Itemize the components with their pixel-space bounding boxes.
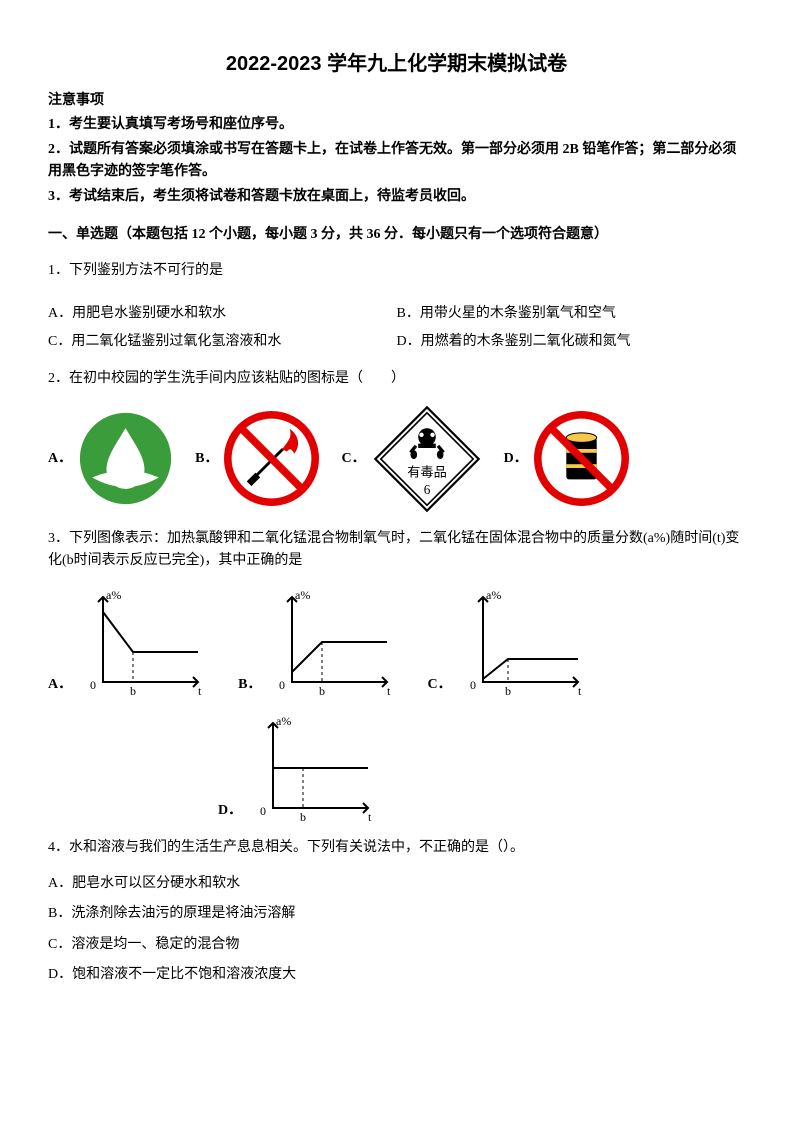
- q3-label-C: C．: [427, 674, 451, 696]
- svg-text:t: t: [368, 810, 372, 823]
- note-2: 2．试题所有答案必须填涂或书写在答题卡上，在试卷上作答无效。第一部分必须用 2B…: [48, 139, 745, 184]
- q1-opt-A: A．用肥皂水鉴别硬水和软水: [48, 303, 397, 325]
- section1-title: 一、单选题（本题包括 12 个小题，每小题 3 分，共 36 分．每小题只有一个…: [48, 224, 745, 246]
- svg-text:t: t: [387, 684, 391, 697]
- notes-block: 注意事项 1．考生要认真填写考场号和座位序号。 2．试题所有答案必须填涂或书写在…: [48, 90, 745, 208]
- notes-header: 注意事项: [48, 90, 745, 112]
- water-saving-icon: [78, 411, 173, 506]
- q2-label-A: A．: [48, 448, 72, 470]
- question-1: 1．下列鉴别方法不可行的是 A．用肥皂水鉴别硬水和软水 B．用带火星的木条鉴别氧…: [48, 260, 745, 353]
- toxic-num: 6: [423, 482, 430, 497]
- svg-text:a%: a%: [295, 588, 310, 602]
- svg-text:0: 0: [260, 804, 266, 818]
- svg-text:0: 0: [470, 678, 476, 692]
- q1-opt-D: D．用燃着的木条鉴别二氧化碳和氮气: [397, 331, 746, 353]
- svg-text:b: b: [505, 684, 511, 697]
- svg-text:0: 0: [90, 678, 96, 692]
- note-1: 1．考生要认真填写考场号和座位序号。: [48, 114, 745, 136]
- q4-opt-A: A．肥皂水可以区分硬水和软水: [48, 873, 745, 895]
- q2-label-B: B．: [195, 448, 218, 470]
- svg-text:a%: a%: [106, 588, 121, 602]
- svg-text:a%: a%: [276, 714, 291, 728]
- svg-text:t: t: [198, 684, 202, 697]
- question-3: 3．下列图像表示：加热氯酸钾和二氧化锰混合物制氧气时，二氧化锰在固体混合物中的质…: [48, 528, 745, 823]
- q3-stem: 3．下列图像表示：加热氯酸钾和二氧化锰混合物制氧气时，二氧化锰在固体混合物中的质…: [48, 528, 745, 573]
- note-3: 3．考试结束后，考生须将试卷和答题卡放在桌面上，待监考员收回。: [48, 186, 745, 208]
- q4-opt-B: B．洗涤剂除去油污的原理是将油污溶解: [48, 903, 745, 925]
- no-barrel-icon: [534, 411, 629, 506]
- svg-text:b: b: [300, 810, 306, 823]
- q1-stem: 1．下列鉴别方法不可行的是: [48, 260, 745, 282]
- q4-opt-D: D．饱和溶液不一定比不饱和溶液浓度大: [48, 964, 745, 986]
- q4-stem: 4．水和溶液与我们的生活生产息息相关。下列有关说法中，不正确的是（）。: [48, 837, 745, 859]
- q1-opt-B: B．用带火星的木条鉴别氧气和空气: [397, 303, 746, 325]
- svg-text:t: t: [578, 684, 582, 697]
- q3-label-D: D．: [218, 800, 242, 822]
- exam-title: 2022-2023 学年九上化学期末模拟试卷: [48, 48, 745, 80]
- q3-label-A: A．: [48, 674, 72, 696]
- q4-opt-C: C．溶液是均一、稳定的混合物: [48, 934, 745, 956]
- toxic-diamond-icon: 有毒品 6: [372, 404, 482, 514]
- q1-opt-C: C．用二氧化锰鉴别过氧化氢溶液和水: [48, 331, 397, 353]
- q2-label-C: C．: [341, 448, 365, 470]
- q3-label-B: B．: [238, 674, 261, 696]
- no-fire-icon: [224, 411, 319, 506]
- question-4: 4．水和溶液与我们的生活生产息息相关。下列有关说法中，不正确的是（）。 A．肥皂…: [48, 837, 745, 987]
- q3-chart-D: a% 0 t b: [248, 713, 378, 823]
- q3-chart-B: a% 0 t b: [267, 587, 397, 697]
- q2-stem: 2．在初中校园的学生洗手间内应该粘贴的图标是（ ）: [48, 368, 745, 390]
- svg-text:b: b: [319, 684, 325, 697]
- svg-text:0: 0: [279, 678, 285, 692]
- svg-text:b: b: [130, 684, 136, 697]
- q3-chart-A: a% 0 t b: [78, 587, 208, 697]
- q3-chart-C: a% 0 t b: [458, 587, 588, 697]
- question-2: 2．在初中校园的学生洗手间内应该粘贴的图标是（ ） A． B．: [48, 368, 745, 514]
- toxic-text: 有毒品: [407, 465, 447, 480]
- svg-text:a%: a%: [486, 588, 501, 602]
- q2-label-D: D．: [504, 448, 528, 470]
